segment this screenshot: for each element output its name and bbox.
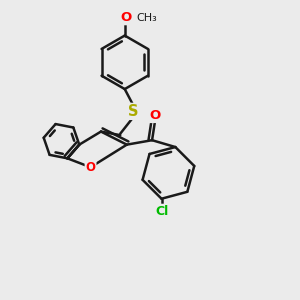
Text: O: O [85,161,96,174]
Text: O: O [149,109,161,122]
Text: CH₃: CH₃ [136,13,157,23]
Text: O: O [121,11,132,24]
Text: S: S [128,104,139,119]
Text: Cl: Cl [155,205,168,218]
